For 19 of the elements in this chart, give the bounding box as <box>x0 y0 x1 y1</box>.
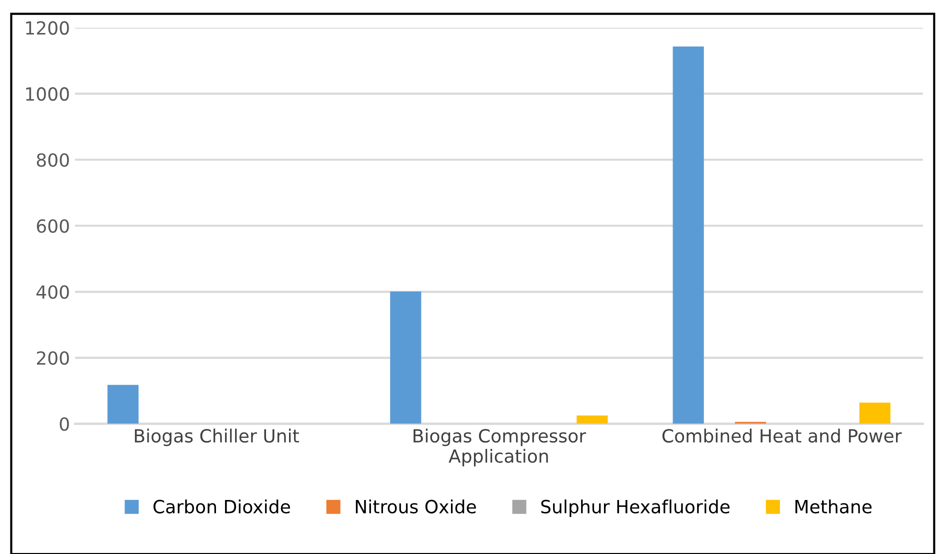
y-tick-label: 600 <box>36 219 69 233</box>
y-tick-label: 800 <box>36 153 69 167</box>
bar <box>859 402 890 424</box>
y-tick-label: 400 <box>36 285 69 299</box>
bar <box>672 46 704 424</box>
legend-label: Methane <box>795 499 872 514</box>
y-tick-label: 1200 <box>26 21 69 35</box>
y-tick-label: 1000 <box>26 87 69 101</box>
y-tick-label: 0 <box>60 417 69 431</box>
legend-label: Nitrous Oxide <box>356 499 476 514</box>
legend-label: Sulphur Hexafluoride <box>541 499 730 517</box>
bar <box>576 416 608 424</box>
x-tick-label: Biogas Compressor Application <box>414 428 586 466</box>
y-tick-label: 200 <box>36 351 69 365</box>
bar <box>107 384 139 424</box>
legend-label: Carbon Dioxide <box>153 499 290 514</box>
x-tick-label: Biogas Chiller Unit <box>134 428 299 446</box>
x-tick-label: Combined Heat and Power <box>662 428 902 443</box>
bar <box>390 291 422 424</box>
